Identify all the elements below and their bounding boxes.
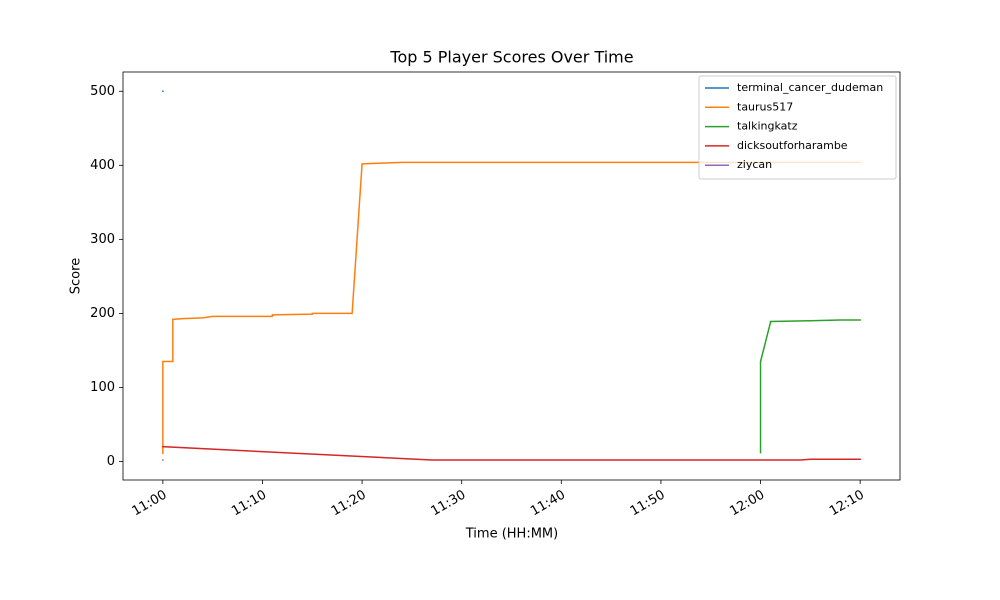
y-tick-label: 0 xyxy=(107,454,115,469)
y-axis-label: Score xyxy=(69,258,84,294)
x-tick-label: 11:10 xyxy=(229,488,269,520)
y-tick-label: 300 xyxy=(90,232,115,247)
x-tick-label: 11:20 xyxy=(329,488,369,520)
series-line xyxy=(759,319,861,454)
legend-label: terminal_cancer_dudeman xyxy=(737,81,883,94)
x-tick-label: 12:10 xyxy=(827,488,867,520)
legend-label: dicksoutforharambe xyxy=(737,139,848,152)
y-tick-label: 100 xyxy=(90,380,115,395)
x-tick-label: 11:40 xyxy=(528,488,568,520)
x-tick-label: 11:00 xyxy=(130,488,170,520)
plot-frame xyxy=(122,71,901,481)
x-tick-label: 11:30 xyxy=(428,488,468,520)
series-line xyxy=(162,161,861,455)
x-tick-label: 12:00 xyxy=(727,488,767,520)
y-tick-label: 200 xyxy=(90,306,115,321)
y-tick-label: 400 xyxy=(90,158,115,173)
x-axis-label: Time (HH:MM) xyxy=(465,527,558,542)
legend-label: ziycan xyxy=(737,158,772,171)
x-tick-label: 11:50 xyxy=(628,488,668,520)
legend-label: taurus517 xyxy=(737,100,793,113)
series-line xyxy=(162,445,861,461)
legend-label: talkingkatz xyxy=(737,120,798,133)
legend-box xyxy=(698,75,897,180)
y-tick-label: 500 xyxy=(90,84,115,99)
legend: terminal_cancer_dudeman taurus517 talkingk… xyxy=(698,75,897,180)
chart-title: Top 5 Player Scores Over Time xyxy=(389,48,633,67)
